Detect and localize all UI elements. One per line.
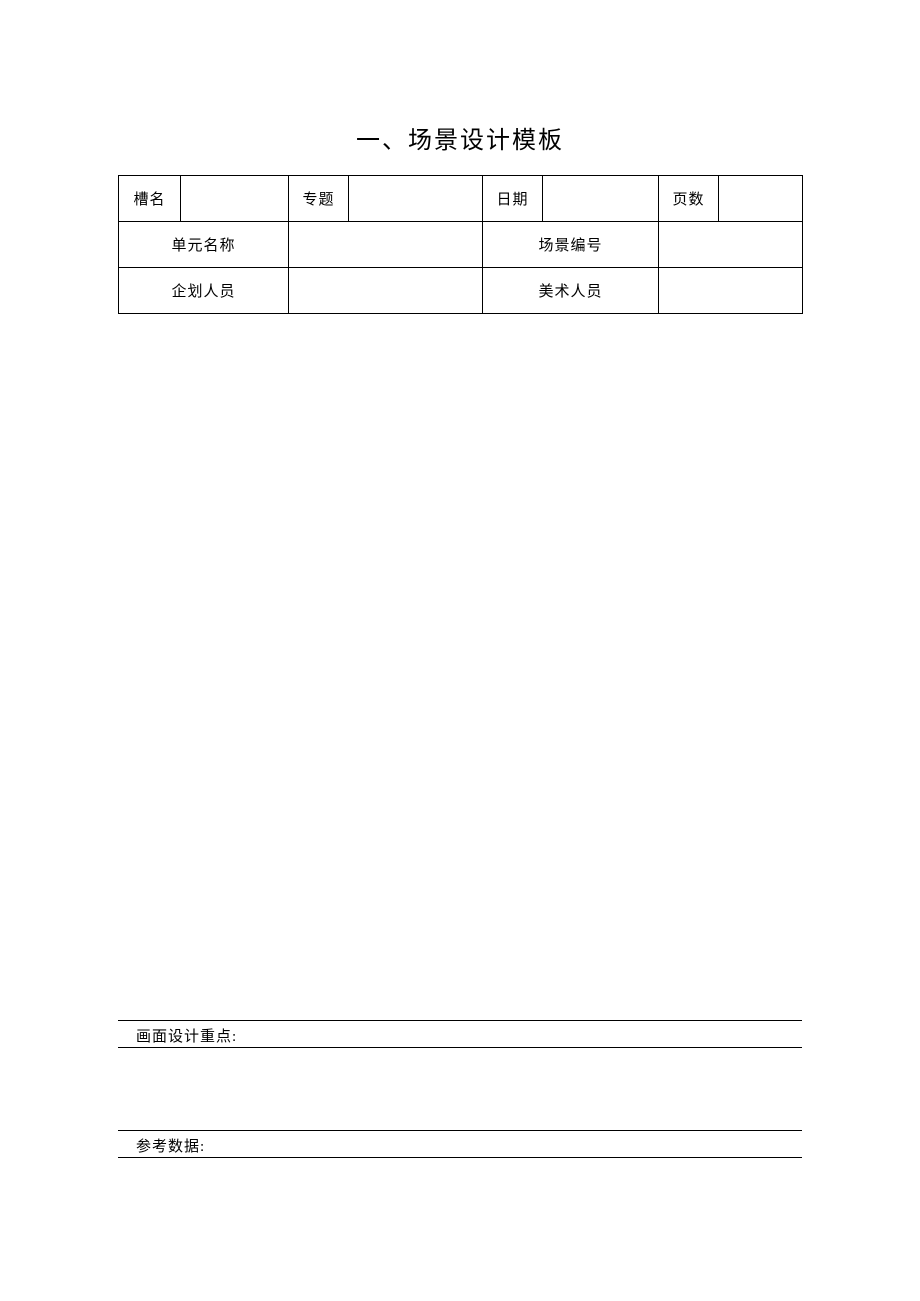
table-row: 槽名 专题 日期 页数	[119, 176, 803, 222]
table-row: 单元名称 场景编号	[119, 222, 803, 268]
cell-pages-label: 页数	[659, 176, 719, 222]
cell-sceneno-label: 场景编号	[483, 222, 659, 268]
section-design-points: 画面设计重点:	[118, 1020, 802, 1048]
cell-planner-value	[289, 268, 483, 314]
cell-artist-label: 美术人员	[483, 268, 659, 314]
page-title: 一、场景设计模板	[0, 0, 920, 175]
cell-unitname-value	[289, 222, 483, 268]
table-row: 企划人员 美术人员	[119, 268, 803, 314]
header-table: 槽名 专题 日期 页数 单元名称 场景编号 企划人员 美术人员	[118, 175, 803, 314]
cell-slotname-label: 槽名	[119, 176, 181, 222]
cell-date-label: 日期	[483, 176, 543, 222]
cell-topic-label: 专题	[289, 176, 349, 222]
cell-planner-label: 企划人员	[119, 268, 289, 314]
cell-pages-value	[719, 176, 803, 222]
cell-slotname-value	[181, 176, 289, 222]
cell-topic-value	[349, 176, 483, 222]
cell-unitname-label: 单元名称	[119, 222, 289, 268]
section-reference-data: 参考数据:	[118, 1130, 802, 1158]
cell-date-value	[543, 176, 659, 222]
cell-artist-value	[659, 268, 803, 314]
cell-sceneno-value	[659, 222, 803, 268]
